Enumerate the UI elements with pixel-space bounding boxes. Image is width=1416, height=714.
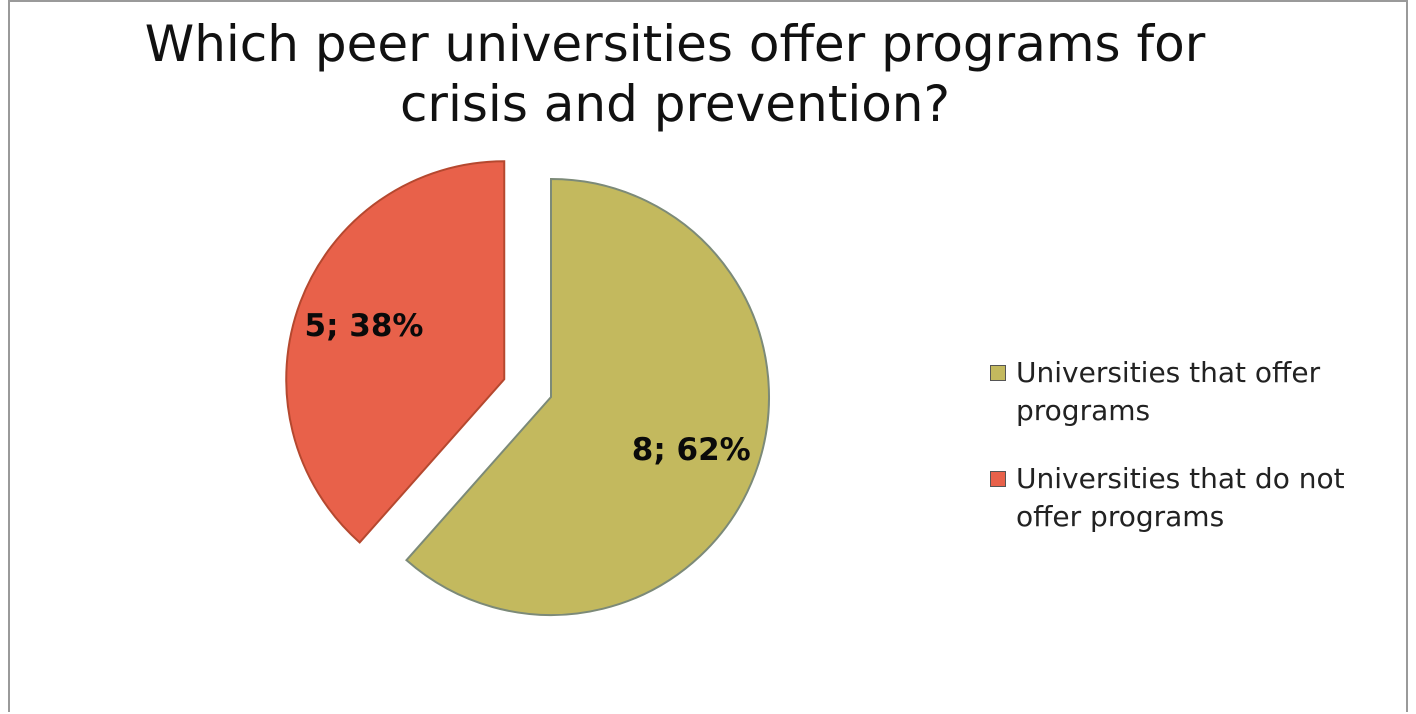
chart-title-line-2: crisis and prevention? <box>399 75 951 133</box>
legend-item-not-offer: Universities that do not offer programs <box>990 460 1390 536</box>
data-label-not-offer: 5; 38% <box>305 308 424 344</box>
legend-label-not-offer: Universities that do not offer programs <box>1016 462 1345 533</box>
chart-title-line-1: Which peer universities offer programs f… <box>144 15 1206 73</box>
legend-item-offer: Universities that offer programs <box>990 354 1390 430</box>
chart-legend: Universities that offer programs Univers… <box>990 354 1390 566</box>
legend-label-offer: Universities that offer programs <box>1016 356 1321 427</box>
legend-swatch-not-offer <box>990 471 1006 487</box>
data-label-offer: 8; 62% <box>632 432 751 468</box>
pie-slice-not-offer <box>285 160 506 544</box>
pie-chart: 8; 62% 5; 38% <box>285 160 770 616</box>
chart-title: Which peer universities offer programs f… <box>10 14 1340 134</box>
chart-frame: Which peer universities offer programs f… <box>8 0 1408 712</box>
legend-swatch-offer <box>990 365 1006 381</box>
pie-slice-offer <box>405 177 770 616</box>
